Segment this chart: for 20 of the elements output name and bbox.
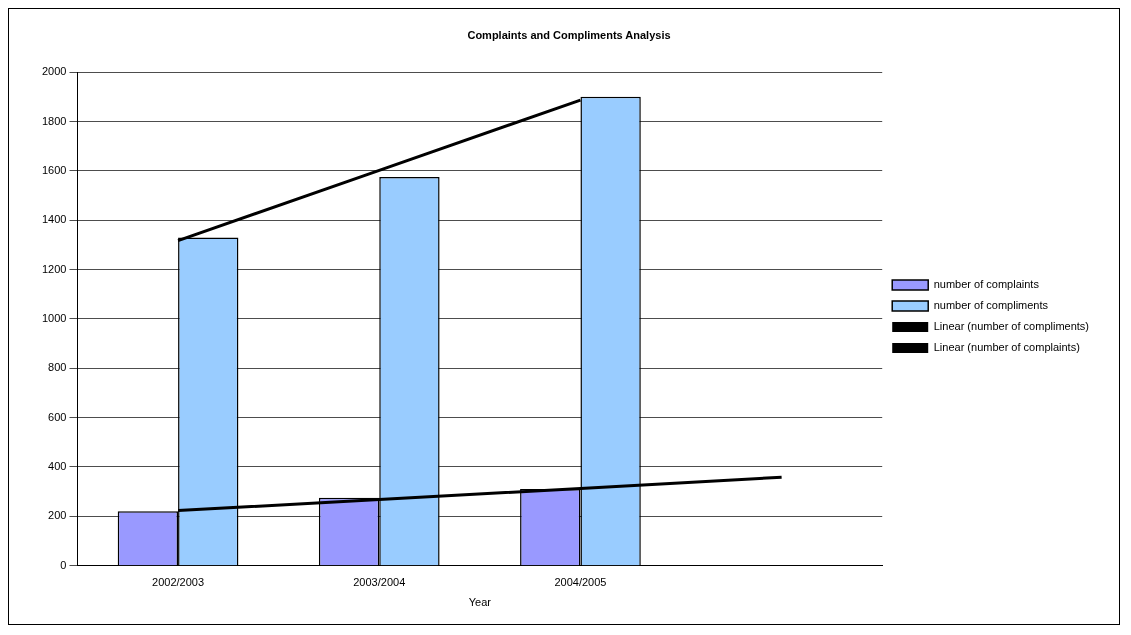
legend-label: number of compliments bbox=[933, 299, 1049, 312]
y-tick-label: 200 bbox=[48, 509, 67, 522]
y-tick-label: 400 bbox=[48, 459, 67, 472]
x-axis-title: Year bbox=[468, 596, 492, 609]
y-tick-label: 1400 bbox=[41, 213, 67, 226]
y-tick-label: 2000 bbox=[41, 65, 67, 78]
y-tick-label: 600 bbox=[48, 410, 67, 423]
y-tick-label: 1800 bbox=[41, 114, 67, 127]
y-tick-label: 1000 bbox=[41, 311, 67, 324]
x-tick-label: 2003/2004 bbox=[353, 576, 406, 589]
chart-title: Complaints and Compliments Analysis bbox=[467, 28, 671, 41]
y-tick-label: 1200 bbox=[41, 262, 67, 275]
y-tick-label: 1600 bbox=[41, 163, 67, 176]
x-tick-label: 2004/2005 bbox=[554, 576, 607, 589]
legend-label: number of complaints bbox=[933, 278, 1040, 291]
x-tick-label: 2002/2003 bbox=[152, 576, 205, 589]
y-tick-label: 800 bbox=[48, 361, 67, 374]
legend-label: Linear (number of compliments) bbox=[933, 320, 1090, 333]
legend-label: Linear (number of complaints) bbox=[933, 341, 1080, 354]
y-tick-label: 0 bbox=[60, 558, 67, 571]
